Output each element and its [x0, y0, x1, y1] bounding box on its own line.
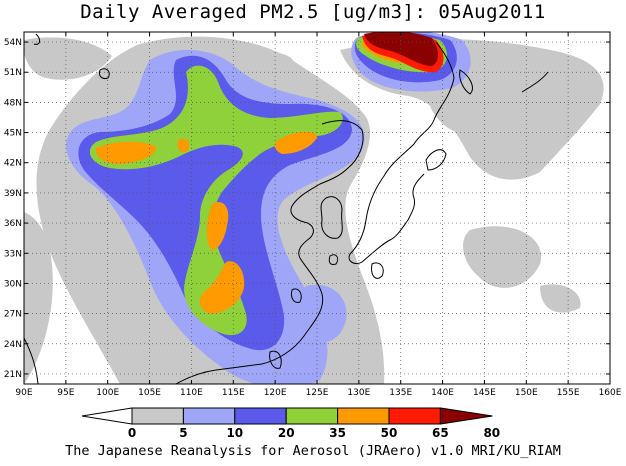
lat-tick-label: 45N [4, 129, 22, 139]
lon-tick-label: 145E [473, 388, 496, 398]
concentration-shading [24, 32, 610, 384]
lat-tick-label: 51N [4, 68, 22, 78]
lon-tick-label: 140E [431, 388, 454, 398]
graticule [24, 32, 610, 384]
lon-tick-label: 95E [57, 388, 74, 398]
colorbar-level-label: 35 [329, 426, 346, 440]
coastlines [24, 33, 549, 384]
colorbar-segment [131, 407, 184, 425]
colorbar-level-label: 20 [278, 426, 295, 440]
lat-tick-label: 48N [4, 98, 22, 108]
colorbar-segment [182, 407, 236, 425]
lat-tick-label: 27N [4, 310, 22, 320]
colorbar-segment [388, 407, 441, 425]
colorbar-level-label: 5 [179, 426, 187, 440]
lat-tick-label: 21N [4, 370, 22, 380]
lon-tick-label: 115E [222, 388, 245, 398]
lon-tick-label: 150E [515, 388, 538, 398]
colorbar-segment [285, 407, 339, 425]
colorbar-level-label: 65 [432, 426, 449, 440]
lat-tick-label: 39N [4, 189, 22, 199]
lon-tick-label: 90E [15, 388, 32, 398]
colorbar-level-label: 80 [483, 426, 500, 440]
colorbar-level-label: 50 [381, 426, 398, 440]
lat-tick-label: 54N [4, 38, 22, 48]
colorbar-level-label: 10 [226, 426, 243, 440]
colorbar-segment [337, 407, 390, 425]
lon-tick-label: 120E [264, 388, 287, 398]
lon-tick-label: 135E [389, 388, 412, 398]
lon-tick-label: 160E [599, 388, 622, 398]
axis-ticks: 90E 95E 100E 105E 110E 115E 120E 125E 130E 135E 14… [4, 32, 622, 398]
colorbar-segment [234, 407, 287, 425]
map-title: Daily Averaged PM2.5 [ug/m3]: 05Aug2011 [80, 1, 546, 23]
lat-tick-label: 36N [4, 219, 22, 229]
lat-tick-label: 33N [4, 249, 22, 259]
credit-line: The Japanese Reanalysis for Aerosol (JRA… [65, 443, 561, 459]
lon-tick-label: 155E [557, 388, 580, 398]
lat-tick-label: 42N [4, 159, 22, 169]
lat-tick-label: 30N [4, 279, 22, 289]
lon-tick-label: 130E [347, 388, 370, 398]
colorbar-level-label: 0 [128, 426, 136, 440]
lon-tick-label: 105E [138, 388, 161, 398]
lon-tick-label: 110E [180, 388, 203, 398]
lon-tick-label: 125E [306, 388, 329, 398]
lon-tick-label: 100E [96, 388, 119, 398]
lat-tick-label: 24N [4, 340, 22, 350]
colorbar-right-arrow [439, 407, 493, 425]
colorbar-left-arrow [81, 407, 133, 425]
